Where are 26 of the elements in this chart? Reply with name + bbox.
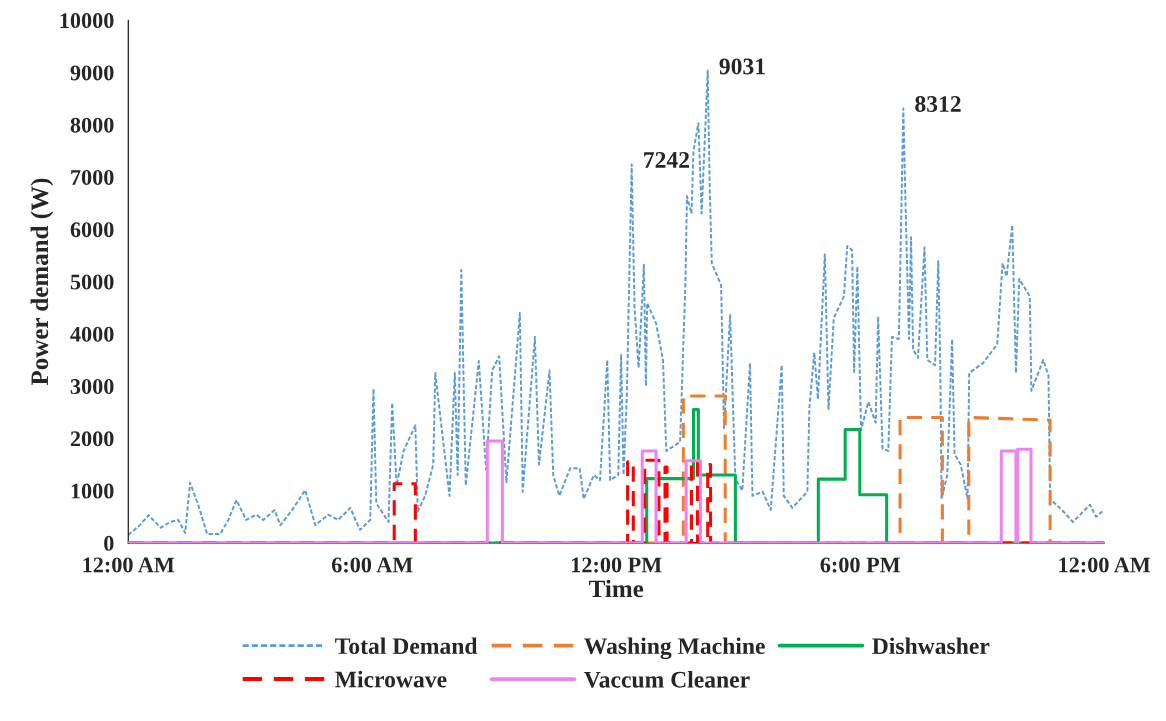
y-tick-label: 1000 bbox=[71, 483, 114, 499]
annotation: 7242 bbox=[644, 152, 689, 168]
y-tick-label: 7000 bbox=[71, 169, 114, 185]
y-tick-label: 8000 bbox=[70, 117, 114, 133]
legend-label: Dishwasher bbox=[872, 637, 990, 655]
y-tick-label: 0 bbox=[104, 535, 114, 551]
legend-label: Microwave bbox=[335, 670, 447, 688]
y-tick-label: 9000 bbox=[70, 65, 114, 81]
y-tick-label: 4000 bbox=[70, 326, 114, 342]
y-tick-label: 2000 bbox=[70, 431, 114, 447]
x-tick-label: 6:00 AM bbox=[331, 557, 413, 573]
x-tick-label: 6:00 PM bbox=[820, 557, 900, 573]
legend-label: Washing Machine bbox=[584, 637, 765, 660]
annotation: 9031 bbox=[719, 58, 765, 75]
x-tick-label: 12:00 PM bbox=[572, 557, 662, 573]
y-tick-label: 5000 bbox=[70, 274, 114, 290]
x-axis-title: Time bbox=[589, 579, 644, 598]
x-tick-label: 12:00 AM bbox=[83, 557, 175, 573]
annotation: 8312 bbox=[915, 96, 961, 112]
y-axis-title: Power demand (W) bbox=[30, 178, 54, 386]
y-tick-label: 10000 bbox=[60, 13, 114, 29]
x-tick-label: 12:00 AM bbox=[1059, 557, 1151, 573]
legend-label: Total Demand bbox=[335, 637, 478, 655]
y-tick-label: 3000 bbox=[70, 379, 114, 395]
y-tick-label: 6000 bbox=[70, 222, 114, 238]
legend-label: Vaccum Cleaner bbox=[584, 671, 750, 688]
